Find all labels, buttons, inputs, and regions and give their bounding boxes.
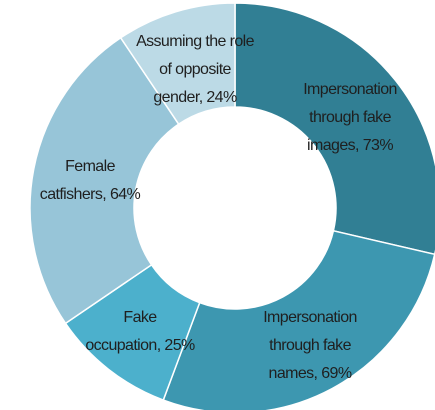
data-label: Impersonation through fake names, 69% [263, 309, 357, 382]
data-label-line: gender, 24% [153, 89, 237, 106]
donut-slice [119, 2, 236, 126]
data-label-line: Female [65, 158, 115, 175]
data-label: Fake occupation, 25% [85, 309, 195, 354]
donut-slice [162, 229, 435, 410]
data-label: Female catfishers, 64% [40, 158, 141, 203]
donut-slice [234, 2, 435, 256]
data-label-line: Impersonation [303, 81, 397, 98]
data-label-line: through fake [269, 337, 351, 354]
data-label-line: through fake [309, 109, 391, 126]
data-label-line: Assuming the role [136, 33, 255, 50]
data-label-line: images, 73% [307, 137, 393, 154]
data-label-line: of opposite [159, 61, 231, 78]
data-label: Assuming the role of opposite gender, 24% [136, 33, 255, 106]
data-label-line: names, 69% [269, 365, 352, 382]
data-label-line: Fake [123, 309, 157, 326]
data-label: Impersonation through fake images, 73% [303, 81, 397, 154]
donut-slice [29, 36, 180, 325]
data-label-line: catfishers, 64% [40, 186, 141, 203]
data-label-line: Impersonation [263, 309, 357, 326]
data-label-line: occupation, 25% [85, 337, 195, 354]
